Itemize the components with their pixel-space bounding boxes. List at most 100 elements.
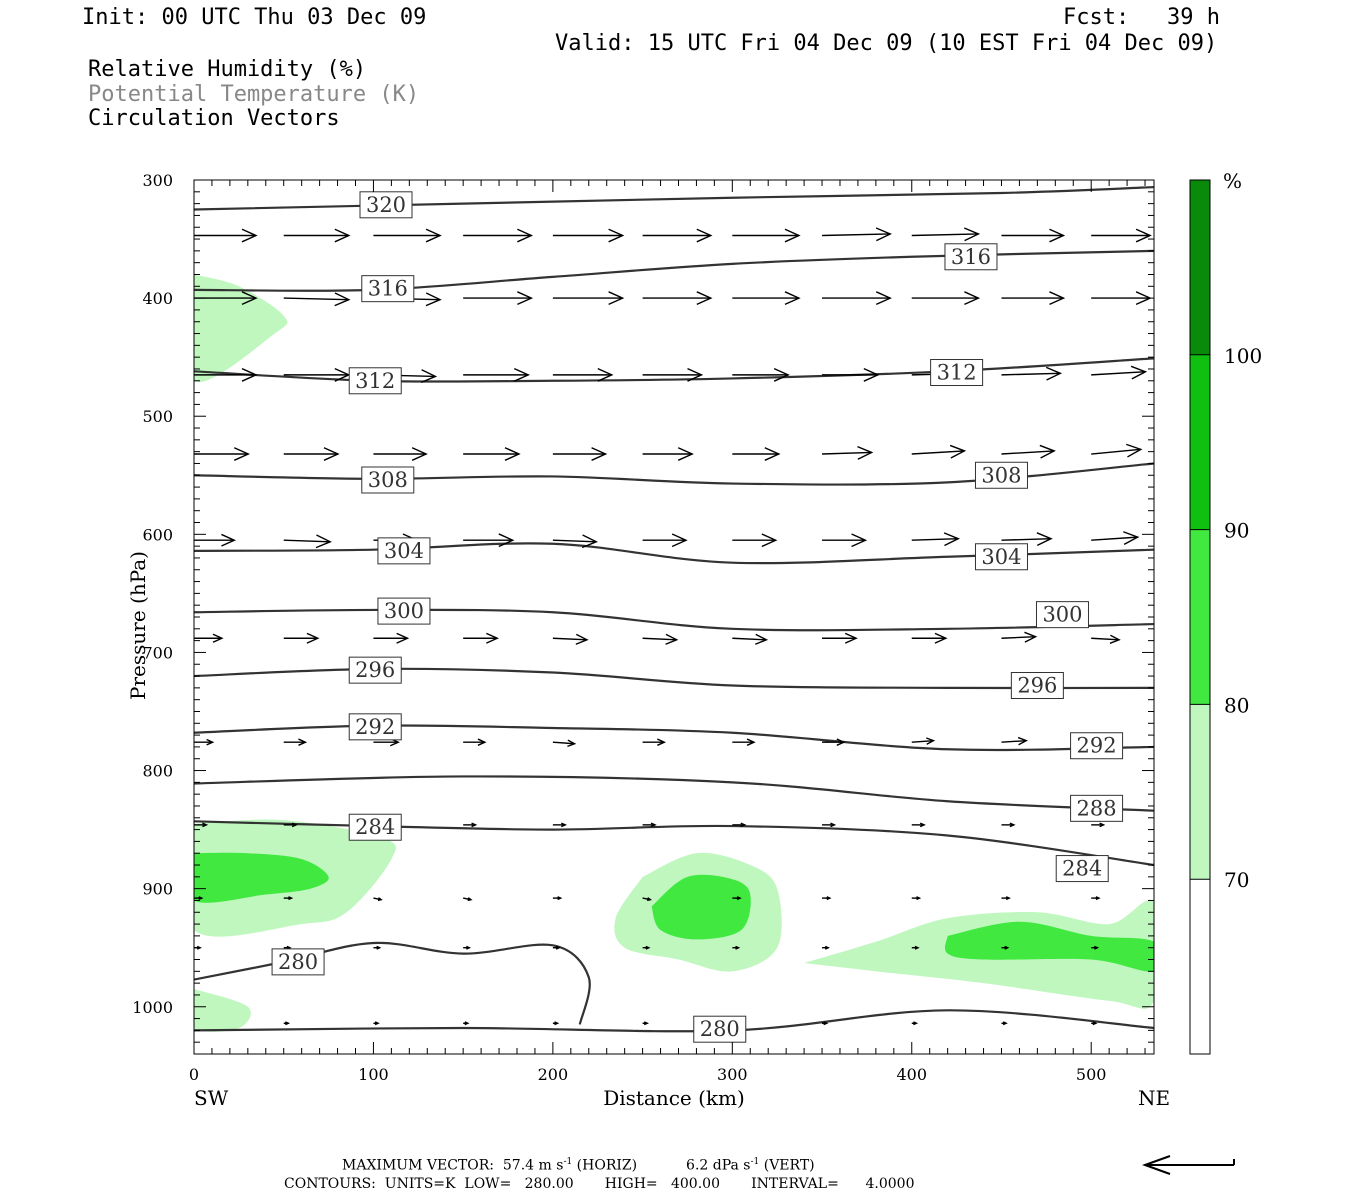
contour-label-304: 304 xyxy=(377,537,431,565)
field-label-vectors: Circulation Vectors xyxy=(88,106,340,131)
svg-text:316: 316 xyxy=(368,277,408,301)
vector-arrow xyxy=(552,739,577,748)
vector-arrow xyxy=(1091,896,1101,901)
vector-arrow xyxy=(552,1021,560,1026)
vector-arrow xyxy=(1091,822,1106,828)
svg-text:296: 296 xyxy=(355,658,395,682)
vector-arrow xyxy=(194,447,250,461)
svg-text:280: 280 xyxy=(278,950,318,974)
vector-arrow xyxy=(283,738,308,746)
vector-arrow xyxy=(911,632,948,644)
colorbar: 70 80 90 100 xyxy=(1189,179,1262,1055)
vector-arrow xyxy=(283,228,351,243)
vector-arrow xyxy=(194,896,204,901)
vector-arrow xyxy=(373,228,442,243)
x-tick-label: 500 xyxy=(1076,1065,1107,1084)
contour-label-300: 300 xyxy=(1035,601,1089,629)
vector-arrow xyxy=(732,533,778,548)
vector-arrow xyxy=(822,367,880,382)
y-tick-label: 1000 xyxy=(132,998,173,1017)
contour-label-320: 320 xyxy=(359,191,413,219)
vector-arrow xyxy=(283,292,351,307)
vector-arrow xyxy=(1001,736,1028,746)
horiz-tag: (HORIZ) xyxy=(576,1157,638,1174)
vector-arrow xyxy=(911,444,967,459)
rh-shading xyxy=(194,274,1154,1032)
vector-arrow xyxy=(1091,228,1152,243)
vector-arrow xyxy=(283,447,340,461)
vector-arrow xyxy=(642,447,694,461)
vector-arrow xyxy=(911,896,922,901)
vector-arrow xyxy=(552,367,614,382)
colorbar-label: 80 xyxy=(1224,693,1249,717)
vector-arrow xyxy=(822,738,846,746)
vector-arrow xyxy=(911,532,960,547)
vector-arrow xyxy=(911,1021,919,1026)
y-tick-label: 300 xyxy=(142,171,173,190)
vector-arrow xyxy=(283,822,298,828)
contour-label-316: 316 xyxy=(944,243,998,271)
rh-region-80-5 xyxy=(194,852,329,903)
rh-region-80-7 xyxy=(945,921,1154,972)
contour-label-312: 312 xyxy=(930,359,984,387)
forecast-hours: 39 h xyxy=(1167,5,1220,30)
valid-time: Valid: 15 UTC Fri 04 Dec 09 (10 EST Fri … xyxy=(555,31,1218,56)
colorbar-label: 70 xyxy=(1224,868,1249,892)
vector-arrow xyxy=(732,228,801,243)
vector-arrow xyxy=(732,291,801,306)
vector-arrow xyxy=(822,822,837,828)
vector-arrow xyxy=(911,945,920,950)
vector-arrow xyxy=(463,533,515,548)
svg-text:296: 296 xyxy=(1017,674,1057,698)
contour-label-284: 284 xyxy=(1055,855,1109,883)
svg-text:308: 308 xyxy=(368,468,408,492)
vector-arrow xyxy=(822,945,830,950)
vector-arrow xyxy=(732,738,756,746)
vert-tag: (VERT) xyxy=(763,1157,815,1174)
vector-arrow xyxy=(822,1021,829,1026)
vector-arrow xyxy=(552,633,589,645)
svg-text:304: 304 xyxy=(384,539,424,563)
vector-arrow xyxy=(552,945,561,950)
x-tick-label: 300 xyxy=(717,1065,748,1084)
colorbar-segment xyxy=(1190,180,1210,355)
colorbar-segment xyxy=(1190,354,1210,530)
vector-arrow xyxy=(463,291,534,306)
colorbar-segment xyxy=(1190,879,1210,1054)
vector-arrow xyxy=(463,447,521,461)
vector-arrow xyxy=(194,367,258,382)
x-tick-label: 100 xyxy=(358,1065,389,1084)
vector-arrow xyxy=(463,897,473,902)
colorbar-label: 100 xyxy=(1224,344,1262,368)
contour-label-292: 292 xyxy=(348,713,402,741)
svg-text:300: 300 xyxy=(1042,603,1082,627)
max-vector-prefix: MAXIMUM VECTOR: xyxy=(342,1157,494,1174)
vector-arrow xyxy=(732,822,747,828)
svg-text:300: 300 xyxy=(384,599,424,623)
contour-label-288: 288 xyxy=(1070,794,1124,822)
vector-arrow xyxy=(642,533,688,548)
colorbar-unit: % xyxy=(1223,169,1242,193)
vector-arrow xyxy=(283,632,320,644)
svg-text:292: 292 xyxy=(355,715,395,739)
rh-region-80-6 xyxy=(651,874,751,940)
vector-arrow xyxy=(463,632,499,644)
vector-arrow xyxy=(822,533,868,548)
vector-arrow xyxy=(1001,896,1011,901)
ne-end-label: NE xyxy=(1138,1086,1170,1110)
vector-arrow xyxy=(463,822,478,828)
vector-arrow xyxy=(283,534,332,549)
vector-arrow xyxy=(642,822,657,828)
contour-label-308: 308 xyxy=(974,461,1028,489)
svg-text:320: 320 xyxy=(366,193,406,217)
vector-arrow xyxy=(642,367,704,382)
y-tick-label: 800 xyxy=(142,762,173,781)
horiz-exponent: -1 xyxy=(563,1157,573,1167)
colorbar-label: 90 xyxy=(1224,519,1249,543)
contour-label-284: 284 xyxy=(348,813,402,841)
vector-arrow xyxy=(1091,1021,1098,1026)
contour-label-304: 304 xyxy=(974,543,1028,571)
vector-arrow xyxy=(194,533,237,547)
vector-arrow xyxy=(283,896,294,901)
